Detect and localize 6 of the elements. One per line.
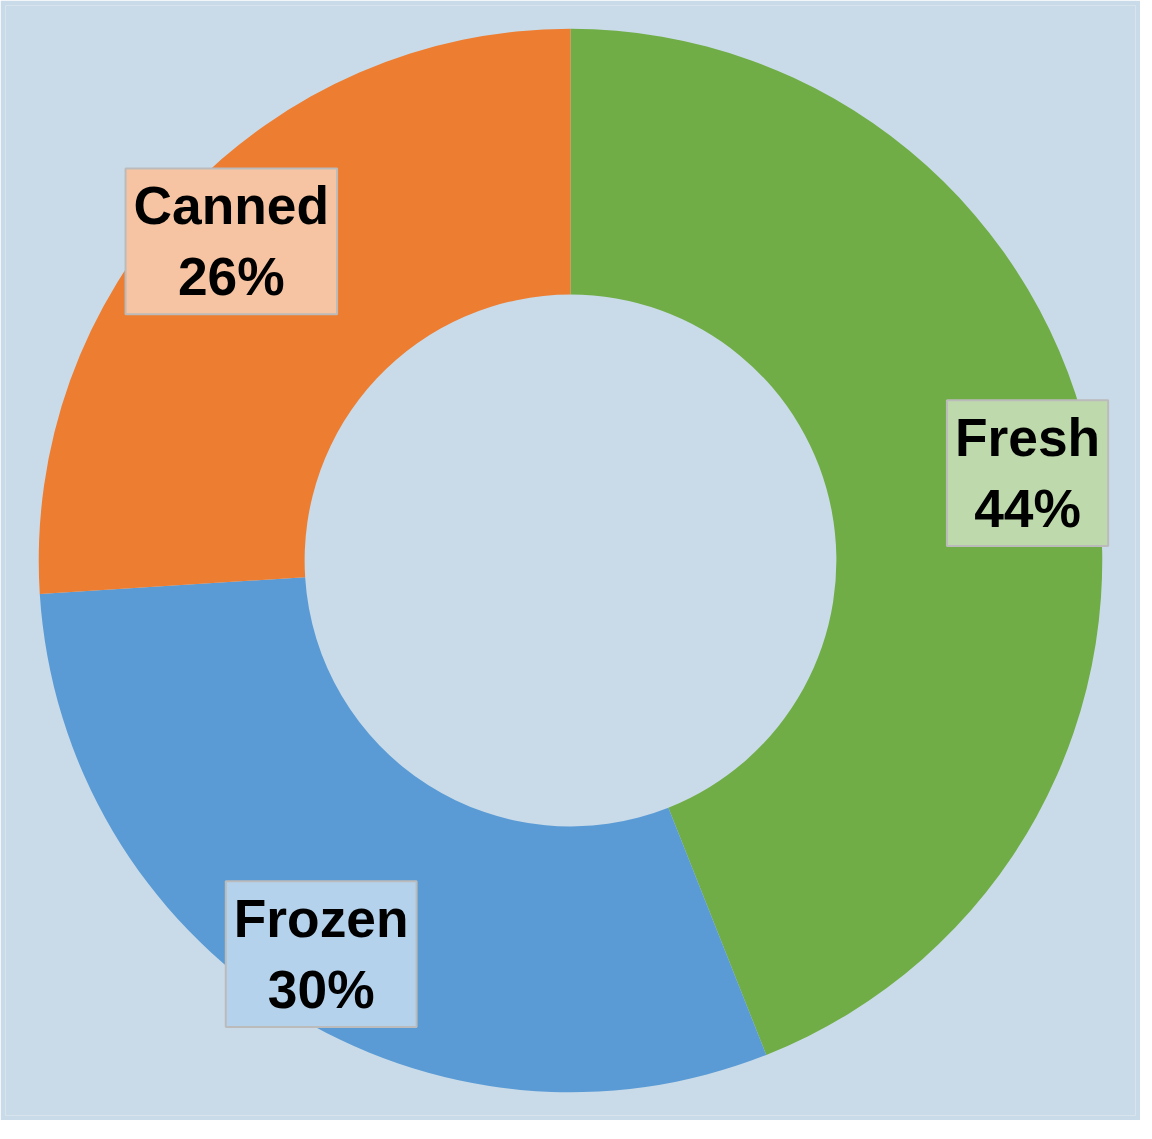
slice-label: Fresh: [954, 408, 1101, 468]
data-label: 26%: [177, 247, 285, 307]
slice-label: Canned: [133, 176, 330, 236]
data-label: 44%: [974, 479, 1081, 539]
slice-label: Frozen: [233, 889, 409, 949]
data-label: 30%: [267, 960, 375, 1020]
